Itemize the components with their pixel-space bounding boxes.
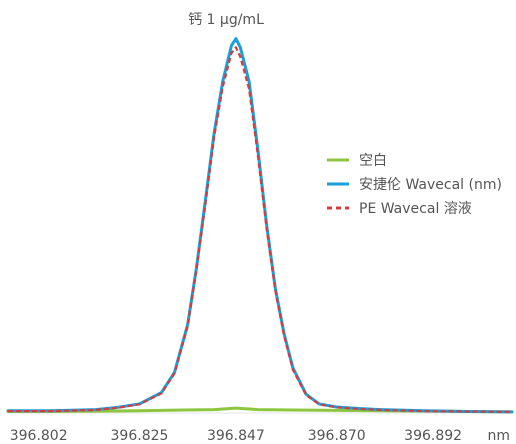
- x-axis-unit-label: nm: [487, 428, 510, 444]
- series-line-3: [8, 46, 513, 413]
- x-tick-label: 396.892: [404, 428, 462, 444]
- x-tick-label: 396.847: [207, 428, 265, 444]
- legend-label-2: 安捷伦 Wavecal (nm): [359, 177, 502, 193]
- chart-title: 钙 1 μg/mL: [188, 12, 264, 28]
- x-tick-label: 396.825: [111, 428, 169, 444]
- axes-layer: 396.802 396.825 396.847 396.870 396.892 nm: [8, 412, 512, 444]
- series-line-2: [6, 37, 514, 414]
- legend-label-1: 空白: [359, 153, 387, 169]
- legend-label-3: PE Wavecal 溶液: [359, 201, 472, 217]
- x-tick-label: 396.870: [308, 428, 366, 444]
- x-tick-label: 396.802: [10, 428, 68, 444]
- series-layer: [6, 37, 514, 414]
